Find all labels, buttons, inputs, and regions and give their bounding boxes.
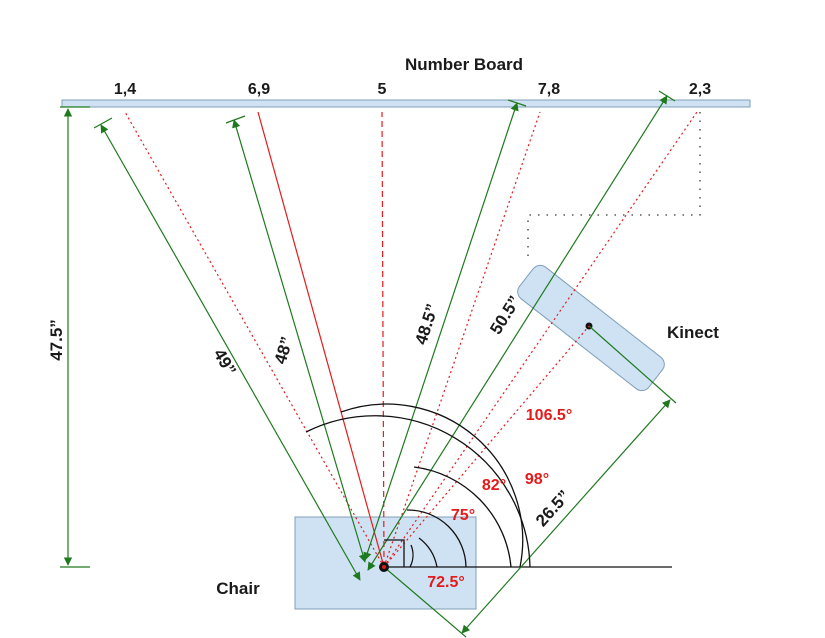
dim-2-3 — [367, 95, 668, 571]
arc-82 — [413, 466, 512, 568]
angle-label-82: 82° — [482, 477, 506, 494]
chair-label: Chair — [216, 579, 260, 598]
angle-label-98: 98° — [525, 471, 549, 488]
board-number-7-8: 7,8 — [538, 81, 560, 98]
arc-small — [409, 544, 414, 568]
dim-label-kinect: 26.5” — [532, 487, 574, 531]
board-number-5: 5 — [378, 81, 387, 98]
arc-98 — [340, 403, 524, 568]
dim-6-9 — [232, 119, 367, 563]
arc-106-5 — [305, 415, 531, 568]
board-number-2-3: 2,3 — [689, 81, 711, 98]
board-number-1-4: 1,4 — [114, 81, 136, 98]
kinect-guide-outline — [527, 112, 701, 262]
angle-label-106-5: 106.5° — [526, 407, 572, 424]
dim-label-board-height: 47.5” — [47, 319, 66, 361]
arc-72-5 — [418, 537, 438, 568]
angle-label-75: 75° — [451, 507, 475, 524]
number-board-title: Number Board — [405, 55, 523, 74]
angle-arcs — [305, 403, 531, 568]
sight-line-1-4 — [124, 111, 385, 568]
dimension-lines — [60, 90, 677, 638]
dim-label-6-9: 48” — [271, 335, 297, 367]
dim-label-1-4: 49” — [210, 346, 240, 379]
board-number-6-9: 6,9 — [248, 81, 270, 98]
right-angle-marker — [384, 539, 405, 567]
angle-label-72-5: 72.5° — [427, 574, 465, 591]
number-board — [61, 99, 751, 108]
arc-75 — [406, 509, 467, 568]
dim-kinect — [461, 399, 671, 634]
sight-line-5 — [381, 111, 385, 568]
kinect-label: Kinect — [667, 323, 719, 342]
